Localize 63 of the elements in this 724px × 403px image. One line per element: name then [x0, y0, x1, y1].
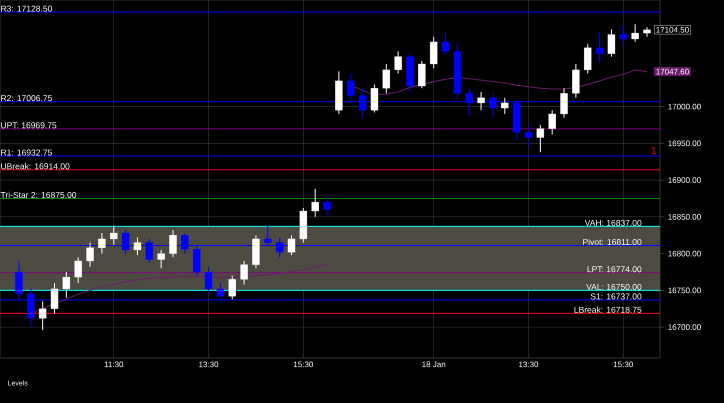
candlestick [62, 271, 70, 298]
ref-line-label: LPT: 16774.00 [588, 266, 642, 272]
x-tick-label: 15:30 [294, 362, 314, 368]
ref-line-label: R1: 16932.75 [1, 150, 52, 156]
y-tick-label: 16850.00 [668, 214, 701, 220]
candlestick [204, 266, 212, 295]
ref-line-label: Pivot: 16811.00 [583, 238, 642, 246]
candlestick [370, 84, 378, 113]
y-tick-label: 16700.00 [668, 324, 701, 330]
candlestick [643, 26, 651, 38]
candlestick [418, 60, 426, 89]
y-tick-label: 16800.00 [668, 250, 701, 256]
y-tick-label: 16950.00 [668, 140, 701, 146]
candlestick [86, 242, 94, 268]
data-label: 17047.60 [656, 68, 689, 74]
ref-line-label: R3: 17128.50 [1, 6, 52, 12]
candlestick [240, 260, 248, 285]
candlestick [524, 124, 532, 148]
candlestick [477, 91, 485, 111]
x-tick-label: 15:30 [614, 362, 633, 368]
y-tick-label: 16900.00 [668, 177, 701, 183]
ref-line-label: UBreak: 16914.00 [1, 163, 70, 170]
candlestick [536, 124, 544, 153]
candlestick [110, 225, 118, 246]
candlestick [501, 97, 508, 114]
candlestick [382, 63, 390, 94]
candlestick [560, 88, 568, 118]
y-tick-label: 16750.00 [668, 288, 701, 294]
candlestick [608, 28, 616, 58]
candlestick [442, 32, 450, 56]
candlestick [134, 236, 142, 256]
y-tick-label: 17000.00 [668, 104, 701, 110]
x-tick-label: 13:30 [199, 362, 218, 368]
candlestick [38, 300, 46, 331]
ref-line-label: UPT: 16969.75 [1, 122, 56, 128]
candlestick [98, 232, 106, 254]
ref-line-label: LBreak: 16718.75 [574, 306, 642, 313]
candlestick [74, 256, 82, 284]
candlestick [228, 275, 236, 300]
ref-line-label: R2: 17006.75 [1, 95, 52, 102]
annotation: 1 [652, 146, 656, 154]
x-tick-label: 11:30 [104, 362, 124, 368]
ref-line-label: VAL: 16750.00 [586, 284, 642, 290]
candlestick [50, 282, 58, 314]
ref-line-label: Tri-Star 2: 16875.00 [0, 192, 76, 198]
candlestick [311, 188, 319, 218]
ref-line-label: VAH: 16837.00 [584, 220, 642, 226]
candlestick [620, 25, 627, 45]
x-tick-label: 18 Jan [422, 362, 446, 368]
candlestick [584, 44, 592, 74]
candlestick [394, 50, 402, 74]
ref-line-label: S1: 16737.00 [590, 293, 642, 300]
candlestick [430, 36, 438, 69]
candlestick [548, 110, 556, 136]
candlestick [323, 196, 331, 216]
candlestick [596, 32, 604, 63]
text: 17104.50 [656, 26, 689, 33]
candlestick [157, 249, 165, 269]
candlestick [169, 230, 177, 258]
candlestick [288, 234, 296, 256]
candlestick [572, 63, 580, 98]
candlestick [631, 24, 639, 42]
x-tick-label: 13:30 [519, 362, 538, 368]
